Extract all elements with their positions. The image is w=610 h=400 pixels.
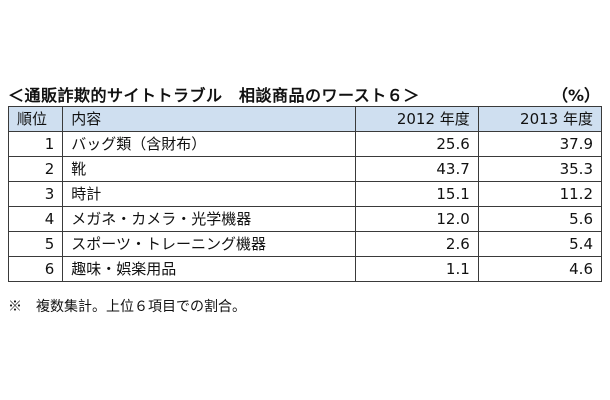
footnote: ※ 複数集計。上位６項目での割合。 <box>8 299 246 315</box>
table-row: 1 バッグ類（含財布） 25.6 37.9 <box>7 131 603 157</box>
value-2013-cell: 5.6 <box>477 206 603 232</box>
rank-cell: 5 <box>7 231 64 257</box>
value-2012-cell: 1.1 <box>354 256 479 282</box>
value-2013-cell: 4.6 <box>477 256 603 282</box>
item-cell: 趣味・娯楽用品 <box>62 256 356 282</box>
item-cell: バッグ類（含財布） <box>62 131 356 157</box>
item-cell: メガネ・カメラ・光学機器 <box>62 206 356 232</box>
table-row: 3 時計 15.1 11.2 <box>7 181 603 207</box>
table-row: 4 メガネ・カメラ・光学機器 12.0 5.6 <box>7 206 603 232</box>
rank-cell: 3 <box>7 181 64 207</box>
value-2013-cell: 5.4 <box>477 231 603 257</box>
rank-cell: 4 <box>7 206 64 232</box>
item-cell: 時計 <box>62 181 356 207</box>
table-row: 2 靴 43.7 35.3 <box>7 156 603 182</box>
rank-cell: 6 <box>7 256 64 282</box>
table-row: 5 スポーツ・トレーニング機器 2.6 5.4 <box>7 231 603 257</box>
rank-cell: 2 <box>7 156 64 182</box>
value-2013-cell: 11.2 <box>477 181 603 207</box>
value-2012-cell: 2.6 <box>354 231 479 257</box>
item-cell: スポーツ・トレーニング機器 <box>62 231 356 257</box>
header-2013: 2013 年度 <box>477 106 603 132</box>
unit-label: （%） <box>551 86 600 105</box>
header-rank: 順位 <box>7 106 64 132</box>
table-title: ＜通販詐欺的サイトトラブル 相談商品のワースト６＞ <box>8 86 420 105</box>
header-row: 順位 内容 2012 年度 2013 年度 <box>7 106 603 132</box>
value-2012-cell: 12.0 <box>354 206 479 232</box>
value-2012-cell: 25.6 <box>354 131 479 157</box>
table-row: 6 趣味・娯楽用品 1.1 4.6 <box>7 256 603 282</box>
value-2012-cell: 15.1 <box>354 181 479 207</box>
header-item: 内容 <box>62 106 356 132</box>
value-2013-cell: 37.9 <box>477 131 603 157</box>
value-2012-cell: 43.7 <box>354 156 479 182</box>
rank-cell: 1 <box>7 131 64 157</box>
header-2012: 2012 年度 <box>354 106 479 132</box>
item-cell: 靴 <box>62 156 356 182</box>
data-table: 順位 内容 2012 年度 2013 年度 1 バッグ類（含財布） 25.6 3… <box>7 106 603 282</box>
value-2013-cell: 35.3 <box>477 156 603 182</box>
